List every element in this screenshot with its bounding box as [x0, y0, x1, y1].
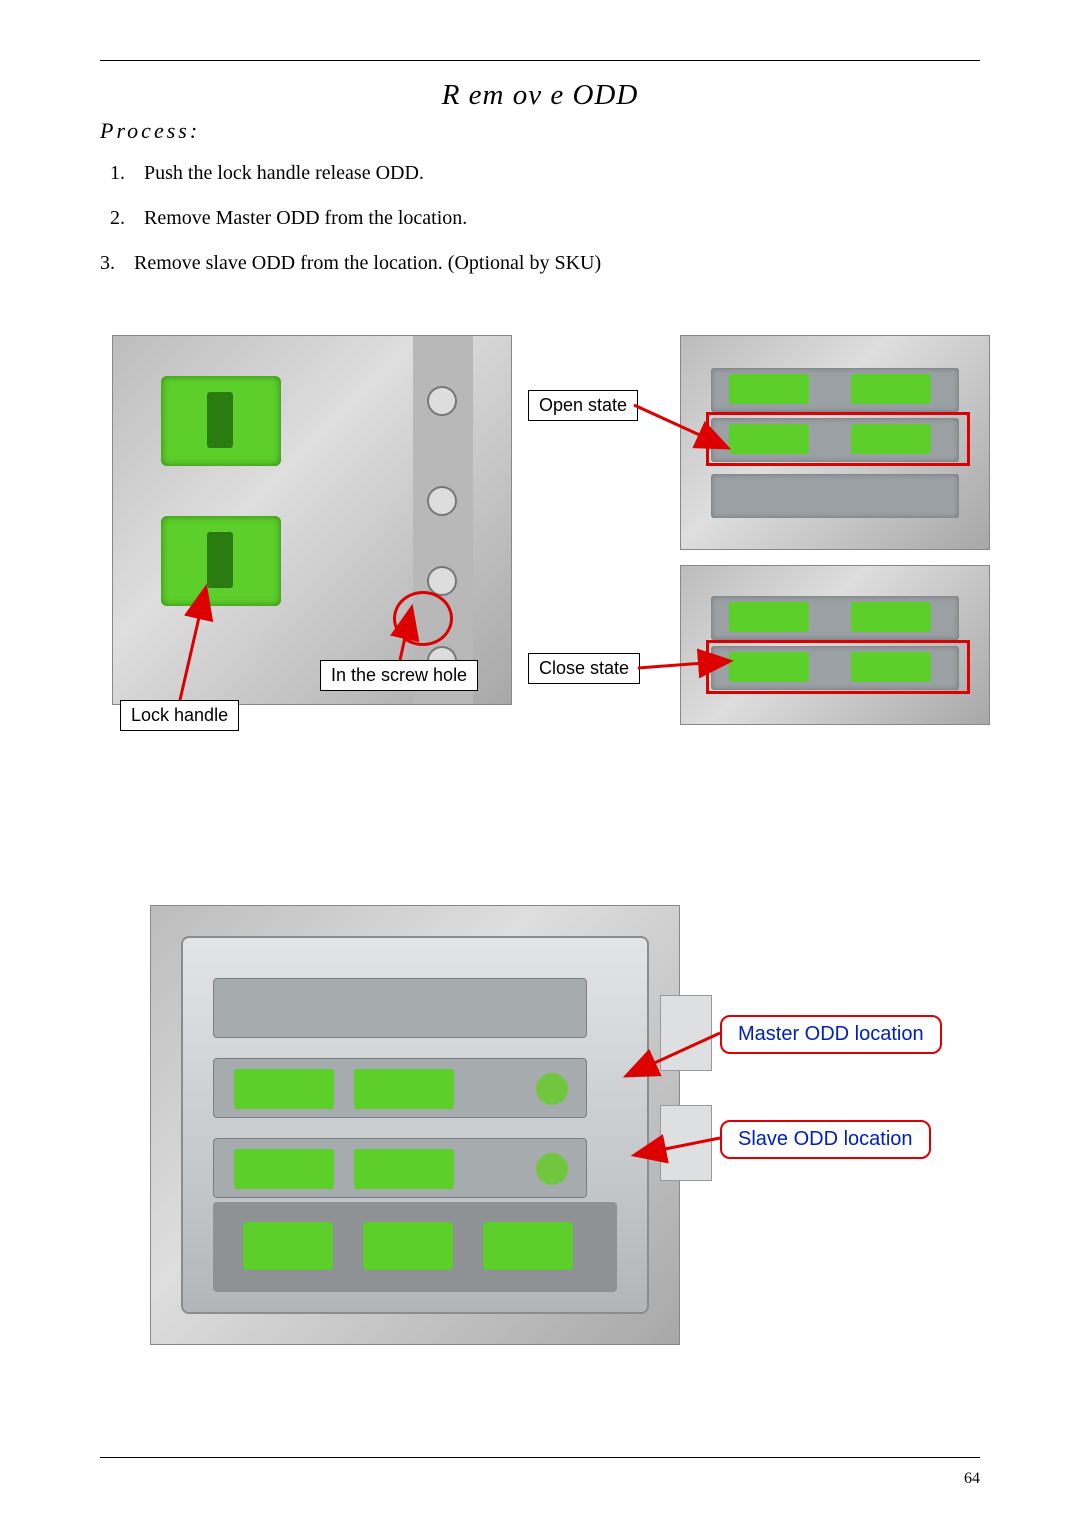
rule-top [100, 60, 980, 61]
highlight-box [706, 640, 970, 694]
photo-odd-locations [150, 905, 680, 1345]
step-text: Push the lock handle release ODD. [144, 162, 424, 185]
latch-green [161, 516, 281, 606]
figure-group-1: Open state Close state In the screw hole… [100, 335, 980, 785]
step-number: 1. [110, 162, 144, 185]
screw-hole-strip [413, 336, 473, 704]
process-heading: Process: [100, 118, 980, 144]
step-2: 2. Remove Master ODD from the location. [110, 207, 980, 230]
photo-open-state [680, 335, 990, 550]
step-text: Remove slave ODD from the location. (Opt… [134, 252, 601, 275]
callout-master-odd: Master ODD location [720, 1015, 942, 1054]
page-number: 64 [964, 1470, 980, 1488]
step-number: 3. [100, 252, 134, 275]
step-3: 3. Remove slave ODD from the location. (… [100, 252, 980, 275]
highlight-box [706, 412, 970, 466]
callout-lock-handle: Lock handle [120, 700, 239, 731]
step-number: 2. [110, 207, 144, 230]
step-text: Remove Master ODD from the location. [144, 207, 467, 230]
photo-close-state [680, 565, 990, 725]
odd-tab-slave [660, 1105, 712, 1181]
callout-slave-odd: Slave ODD location [720, 1120, 931, 1159]
latch-green [161, 376, 281, 466]
callout-open-state: Open state [528, 390, 638, 421]
page-content: R em ov e ODD Process: 1. Push the lock … [100, 60, 980, 1375]
figure-group-2: Master ODD location Slave ODD location [100, 905, 980, 1375]
photo-lock-handle [112, 335, 512, 705]
highlight-circle [393, 591, 453, 646]
chassis-front [181, 936, 649, 1314]
callout-in-screw-hole: In the screw hole [320, 660, 478, 691]
rule-bottom [100, 1457, 980, 1458]
odd-tab-master [660, 995, 712, 1071]
page-title: R em ov e ODD [100, 79, 980, 112]
step-1: 1. Push the lock handle release ODD. [110, 162, 980, 185]
callout-close-state: Close state [528, 653, 640, 684]
process-steps: 1. Push the lock handle release ODD. 2. … [110, 162, 980, 275]
